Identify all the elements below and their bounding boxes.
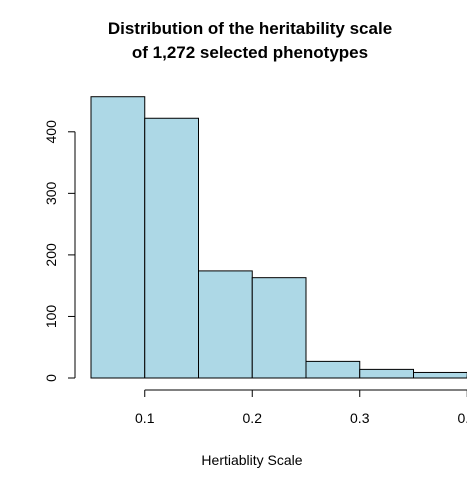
y-tick-label-1: 100	[43, 305, 59, 329]
histogram-bars	[90, 96, 467, 379]
histogram-bar-5	[359, 368, 414, 379]
y-axis: 0 100 200 300 400	[43, 120, 76, 382]
y-tick-label-2: 200	[43, 243, 59, 267]
chart-title-line-1: Distribution of the heritability scale	[108, 19, 392, 38]
x-tick-label-0: 0.1	[135, 410, 155, 426]
x-tick-label-2: 0.3	[350, 410, 370, 426]
histogram-bar-1	[144, 117, 199, 379]
y-tick-label-0: 0	[43, 374, 59, 382]
histogram-bar-3	[251, 277, 307, 379]
x-axis: 0.10.20.30.40.50.6	[135, 389, 467, 426]
chart-title-line-2: of 1,272 selected phenotypes	[132, 43, 368, 62]
histogram-bar-6	[413, 371, 467, 379]
histogram-bar-0	[90, 96, 146, 379]
histogram-bar-4	[305, 360, 361, 379]
y-tick-label-4: 400	[43, 120, 59, 144]
x-axis-label: Hertiablity Scale	[201, 452, 302, 468]
histogram-bar-2	[198, 270, 253, 379]
x-tick-label-3: 0.4	[458, 410, 467, 426]
y-tick-label-3: 300	[43, 181, 59, 205]
x-tick-label-1: 0.2	[243, 410, 263, 426]
